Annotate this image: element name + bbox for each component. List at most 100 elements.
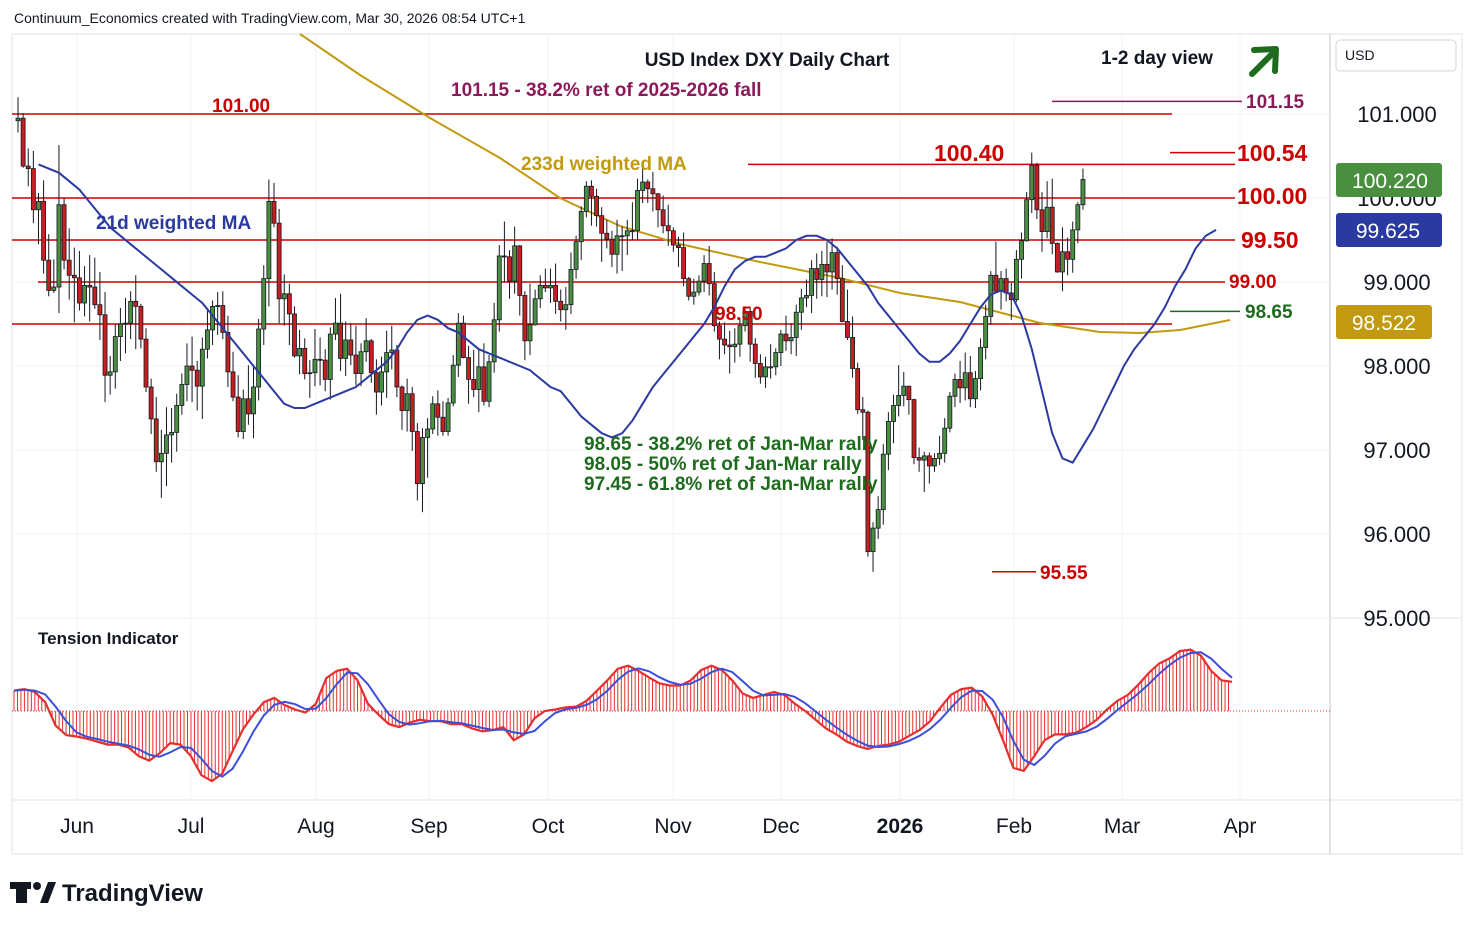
candle-body	[476, 366, 482, 390]
candle-body	[809, 268, 814, 296]
candle-body	[1044, 206, 1050, 233]
candle-body	[440, 416, 446, 432]
fib-note-2: 98.05 - 50% ret of Jan-Mar rally	[584, 454, 862, 475]
tension-slow-line	[13, 651, 1233, 778]
candle-body	[967, 372, 973, 400]
candles	[15, 97, 1086, 572]
month-label: Feb	[996, 815, 1032, 838]
chart-title: USD Index DXY Daily Chart	[645, 50, 890, 71]
candle-body	[194, 369, 200, 387]
month-label: Aug	[297, 815, 334, 838]
candle-body	[148, 386, 154, 420]
candle-body	[706, 263, 712, 285]
ma21-line	[38, 163, 1217, 464]
currency-label: USD	[1345, 47, 1375, 63]
candle-body	[97, 304, 103, 316]
candle-body	[1049, 206, 1055, 244]
candle-body	[425, 428, 431, 438]
candle-body	[978, 347, 983, 379]
candle-body	[312, 358, 318, 374]
candle-body	[455, 322, 461, 366]
candle-body	[179, 384, 185, 406]
candle-body	[896, 394, 902, 406]
ma233-path	[299, 33, 1231, 335]
fib-note-3: 97.45 - 61.8% ret of Jan-Mar rally	[584, 474, 878, 495]
candle-body	[507, 256, 512, 282]
candle-body	[527, 324, 533, 342]
candle-body	[281, 293, 287, 300]
candle-body	[1003, 278, 1009, 294]
candle-body	[199, 348, 205, 387]
price-tick-label: 96.000	[1363, 522, 1430, 547]
candle-body	[532, 298, 538, 326]
candle-body	[343, 339, 349, 359]
level-10054-label: 100.54	[1237, 140, 1308, 166]
candle-body	[906, 385, 912, 401]
currency-box[interactable]	[1335, 39, 1457, 72]
plot-frame	[11, 33, 1463, 855]
level-101-label: 101.00	[212, 96, 270, 117]
month-label: Sep	[410, 815, 447, 838]
candle-body	[461, 322, 466, 359]
candle-body	[676, 244, 681, 248]
tension-fast-line	[13, 648, 1233, 783]
candle-body	[609, 238, 615, 255]
candle-body	[875, 509, 881, 529]
candle-body	[445, 402, 451, 432]
svg-text:99.625: 99.625	[1356, 220, 1420, 243]
candle-body	[921, 455, 927, 461]
candle-body	[650, 188, 656, 195]
candle-body	[1019, 240, 1024, 260]
candle-body	[517, 245, 523, 296]
candle-body	[722, 338, 727, 346]
candle-body	[481, 366, 487, 402]
candle-body	[158, 452, 164, 463]
candle-body	[307, 372, 313, 375]
candle-body	[604, 232, 610, 240]
candle-body	[338, 322, 343, 359]
candle-body	[814, 268, 820, 280]
candle-body	[973, 378, 978, 400]
candle-body	[1039, 209, 1045, 232]
candle-body	[850, 337, 855, 369]
candle-body	[271, 200, 277, 224]
candle-body	[169, 431, 175, 436]
candle-body	[522, 295, 528, 342]
price-tick-label: 95.000	[1363, 606, 1430, 631]
price-tag-ma233: 98.522	[1336, 305, 1432, 339]
price-tick-label: 97.000	[1363, 438, 1430, 463]
candle-body	[829, 252, 835, 273]
candle-body	[348, 339, 354, 356]
candle-body	[737, 325, 743, 345]
candle-body	[1024, 199, 1030, 242]
ma21-path	[38, 163, 1217, 464]
candle-body	[619, 235, 625, 238]
price-tick-label: 98.000	[1363, 354, 1430, 379]
candle-body	[102, 314, 108, 376]
candle-body	[404, 393, 410, 411]
candle-body	[681, 247, 686, 280]
candle-body	[798, 297, 804, 313]
candle-body	[793, 311, 799, 338]
candle-body	[804, 295, 809, 299]
candle-body	[548, 284, 553, 289]
candle-body	[450, 364, 456, 404]
candle-body	[537, 284, 543, 300]
candle-body	[947, 395, 953, 429]
candle-body	[932, 457, 937, 467]
svg-text:100.220: 100.220	[1352, 170, 1428, 193]
footer-brand: TradingView	[62, 880, 203, 907]
candle-body	[373, 372, 379, 393]
candle-body	[1034, 164, 1040, 211]
candle-body	[133, 300, 139, 307]
candle-body	[624, 230, 630, 237]
candle-body	[942, 427, 948, 454]
candle-body	[594, 195, 599, 217]
tension-indicator	[12, 648, 1330, 783]
candle-body	[742, 310, 748, 327]
up-right-arrow-icon	[1249, 46, 1279, 77]
candle-body	[358, 351, 364, 374]
candle-body	[286, 293, 292, 315]
candle-body	[901, 385, 907, 396]
